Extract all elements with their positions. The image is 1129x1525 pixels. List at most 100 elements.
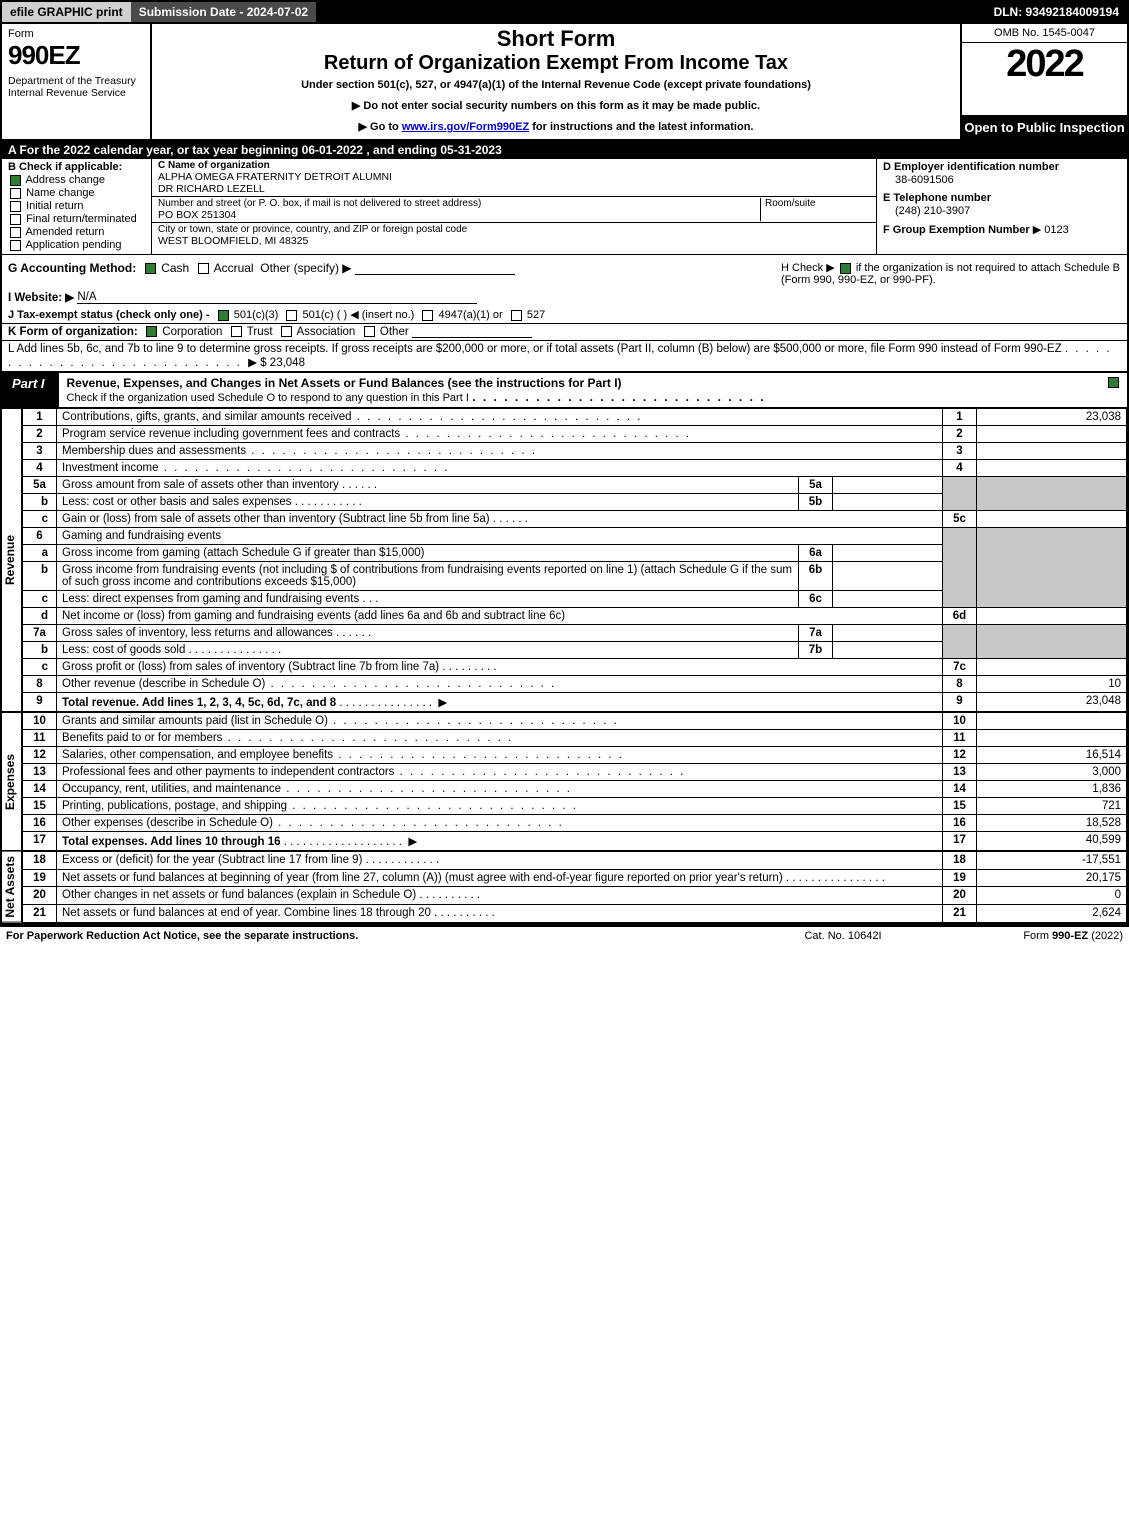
line-14-desc: Occupancy, rent, utilities, and maintena… — [62, 783, 281, 795]
org-name-label: C Name of organization — [158, 160, 870, 171]
row-i-website: I Website: ▶ N/A — [2, 288, 1127, 306]
department-label: Department of the Treasury Internal Reve… — [8, 75, 144, 99]
line-17-desc: Total expenses. Add lines 10 through 16 — [62, 836, 281, 848]
line-12-amount: 16,514 — [977, 747, 1127, 764]
chk-application-pending[interactable]: Application pending — [8, 239, 145, 251]
header-left: Form 990EZ Department of the Treasury In… — [2, 24, 152, 139]
line-7c-desc: Gross profit or (loss) from sales of inv… — [62, 661, 439, 673]
line-12-desc: Salaries, other compensation, and employ… — [62, 749, 333, 761]
line-l-text: L Add lines 5b, 6c, and 7b to line 9 to … — [8, 343, 1062, 355]
chk-address-change[interactable]: Address change — [8, 174, 145, 186]
dots — [472, 390, 765, 404]
line-2-desc: Program service revenue including govern… — [62, 428, 400, 440]
ein-label: D Employer identification number — [883, 161, 1121, 173]
opt-other-org: Other — [380, 326, 409, 338]
tax-exempt-label: J Tax-exempt status (check only one) - — [8, 309, 210, 321]
ein-value: 38-6091506 — [895, 174, 1121, 186]
chk-501c[interactable] — [286, 310, 297, 321]
website-label: I Website: ▶ — [8, 292, 74, 304]
line-5c-desc: Gain or (loss) from sale of assets other… — [62, 513, 490, 525]
chk-association[interactable] — [281, 326, 292, 337]
line-17-amount: 40,599 — [977, 832, 1127, 851]
goto-prefix: ▶ Go to — [359, 121, 402, 133]
line-6b-desc: Gross income from fundraising events (no… — [62, 564, 792, 588]
chk-cash[interactable] — [145, 263, 156, 274]
opt-corporation: Corporation — [162, 326, 222, 338]
line-13-desc: Professional fees and other payments to … — [62, 766, 394, 778]
chk-schedule-b-not-required[interactable] — [840, 263, 851, 274]
tax-year: 2022 — [962, 43, 1127, 86]
chk-corporation[interactable] — [146, 326, 157, 337]
line-6c-desc: Less: direct expenses from gaming and fu… — [62, 593, 359, 605]
form-title: Return of Organization Exempt From Incom… — [160, 52, 952, 75]
opt-trust: Trust — [247, 326, 273, 338]
line-16-desc: Other expenses (describe in Schedule O) — [62, 817, 273, 829]
line-1-amount: 23,038 — [977, 409, 1127, 426]
omb-number: OMB No. 1545-0047 — [962, 24, 1127, 43]
checkbox-icon — [10, 214, 21, 225]
other-specify-label: Other (specify) ▶ — [260, 261, 351, 275]
line-20-amount: 0 — [977, 887, 1127, 905]
form-number: 990EZ — [8, 40, 144, 71]
chk-initial-return[interactable]: Initial return — [8, 200, 145, 212]
website-value: N/A — [77, 291, 477, 304]
revenue-section: Revenue 1Contributions, gifts, grants, a… — [2, 408, 1127, 712]
checkbox-icon — [10, 188, 21, 199]
group-exemption-label: F Group Exemption Number — [883, 224, 1030, 236]
efile-print-label[interactable]: efile GRAPHIC print — [2, 2, 131, 22]
chk-schedule-o-used[interactable] — [1108, 377, 1119, 388]
opt-association: Association — [297, 326, 356, 338]
short-form-label: Short Form — [160, 26, 952, 52]
line-16-amount: 18,528 — [977, 815, 1127, 832]
col-def: D Employer identification number 38-6091… — [877, 159, 1127, 254]
chk-527[interactable] — [511, 310, 522, 321]
line-20-desc: Other changes in net assets or fund bala… — [62, 889, 416, 901]
chk-accrual[interactable] — [198, 263, 209, 274]
line-l-amount: ▶ $ 23,048 — [248, 357, 305, 369]
accounting-method-label: G Accounting Method: — [8, 261, 136, 275]
irs-link[interactable]: www.irs.gov/Form990EZ — [402, 121, 529, 133]
chk-4947a1[interactable] — [422, 310, 433, 321]
part-1-title: Revenue, Expenses, and Changes in Net As… — [67, 376, 622, 390]
row-j-tax-exempt: J Tax-exempt status (check only one) - 5… — [2, 306, 1127, 323]
row-g-h: G Accounting Method: Cash Accrual Other … — [2, 255, 1127, 288]
line-21-desc: Net assets or fund balances at end of ye… — [62, 907, 431, 919]
chk-other-org[interactable] — [364, 326, 375, 337]
form-frame: Form 990EZ Department of the Treasury In… — [0, 24, 1129, 925]
line-1-desc: Contributions, gifts, grants, and simila… — [62, 411, 352, 423]
city-label: City or town, state or province, country… — [158, 224, 870, 235]
expenses-side-label: Expenses — [2, 712, 22, 851]
address-value: PO BOX 251304 — [158, 209, 760, 221]
other-specify-input[interactable] — [355, 274, 515, 275]
row-a-tax-year: A For the 2022 calendar year, or tax yea… — [2, 141, 1127, 159]
chk-name-change[interactable]: Name change — [8, 187, 145, 199]
other-org-input[interactable] — [412, 337, 532, 338]
line-15-desc: Printing, publications, postage, and shi… — [62, 800, 287, 812]
line-14-amount: 1,836 — [977, 781, 1127, 798]
line-9-desc: Total revenue. Add lines 1, 2, 3, 4, 5c,… — [62, 697, 336, 709]
revenue-side-label: Revenue — [2, 408, 22, 712]
chk-final-return[interactable]: Final return/terminated — [8, 213, 145, 225]
form-ref: Form 990-EZ (2022) — [943, 930, 1123, 942]
line-7b-desc: Less: cost of goods sold — [62, 644, 185, 656]
form-header: Form 990EZ Department of the Treasury In… — [2, 24, 1127, 141]
net-assets-section: Net Assets 18Excess or (deficit) for the… — [2, 851, 1127, 923]
page-footer: For Paperwork Reduction Act Notice, see … — [0, 925, 1129, 945]
accrual-label: Accrual — [214, 261, 254, 275]
chk-501c3[interactable] — [218, 310, 229, 321]
form-of-org-label: K Form of organization: — [8, 326, 138, 338]
org-name-value: ALPHA OMEGA FRATERNITY DETROIT ALUMNI DR… — [158, 171, 870, 195]
line-19-amount: 20,175 — [977, 869, 1127, 887]
part-1-subtitle: Check if the organization used Schedule … — [67, 392, 469, 404]
line-9-amount: 23,048 — [977, 693, 1127, 712]
line-18-desc: Excess or (deficit) for the year (Subtra… — [62, 854, 362, 866]
line-5a-desc: Gross amount from sale of assets other t… — [62, 479, 339, 491]
chk-trust[interactable] — [231, 326, 242, 337]
chk-amended-return[interactable]: Amended return — [8, 226, 145, 238]
address-label: Number and street (or P. O. box, if mail… — [158, 198, 760, 209]
goto-suffix: for instructions and the latest informat… — [529, 121, 753, 133]
part-1-tab: Part I — [2, 373, 59, 407]
form-word: Form — [8, 28, 144, 40]
line-7a-desc: Gross sales of inventory, less returns a… — [62, 627, 333, 639]
instructions-line: ▶ Go to www.irs.gov/Form990EZ for instru… — [160, 120, 952, 133]
